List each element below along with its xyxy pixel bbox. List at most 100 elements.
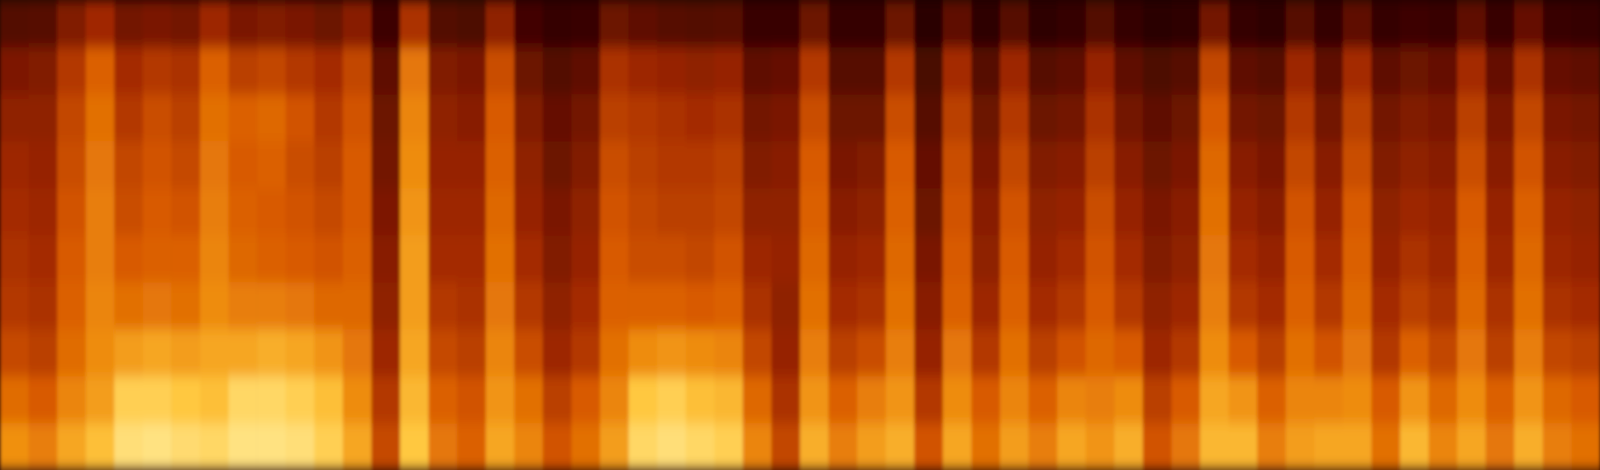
cell [200, 94, 229, 142]
cell [28, 141, 58, 189]
cell [628, 46, 658, 95]
cell [371, 282, 401, 330]
cell [1028, 187, 1058, 236]
cell [200, 187, 229, 236]
cell [999, 328, 1029, 377]
cell [1028, 235, 1058, 283]
cell [1371, 0, 1400, 48]
cell [1543, 375, 1572, 424]
cell [1199, 187, 1229, 236]
cell [457, 328, 486, 377]
cell [1485, 282, 1515, 330]
cell [1543, 141, 1572, 189]
cell [1257, 46, 1287, 95]
cell [314, 94, 344, 142]
cell [885, 46, 915, 95]
cell [1314, 328, 1343, 377]
cell [1228, 328, 1258, 377]
cell [1457, 94, 1487, 142]
cell [942, 328, 972, 377]
cell [999, 423, 1029, 470]
cell [600, 46, 629, 95]
cell [114, 94, 144, 142]
cell [1457, 235, 1487, 283]
cell [28, 0, 58, 48]
cell [257, 423, 286, 470]
cell [714, 282, 743, 330]
cell [771, 235, 801, 283]
cell [0, 0, 29, 48]
cell [457, 94, 486, 142]
cell [142, 235, 172, 283]
cell [285, 375, 315, 424]
cell [171, 375, 201, 424]
cell [400, 423, 429, 470]
cell [1285, 94, 1315, 142]
cell [914, 328, 943, 377]
cell [600, 0, 629, 48]
cell [800, 141, 829, 189]
cell [542, 141, 572, 189]
cell [428, 375, 458, 424]
cell [28, 187, 58, 236]
cell [114, 282, 144, 330]
cell [1085, 46, 1115, 95]
cell [285, 328, 315, 377]
cell [1199, 94, 1229, 142]
cell [999, 375, 1029, 424]
cell [1142, 375, 1172, 424]
cell [1428, 94, 1458, 142]
cell [1485, 235, 1515, 283]
cell [628, 423, 658, 470]
cell [1485, 328, 1515, 377]
cell [571, 187, 601, 236]
cell [371, 141, 401, 189]
cell [1571, 423, 1600, 470]
cell [1371, 235, 1400, 283]
cell [1228, 375, 1258, 424]
cell [1085, 282, 1115, 330]
cell [56, 423, 86, 470]
cell [1371, 94, 1400, 142]
cell [828, 375, 858, 424]
cell [200, 328, 229, 377]
cell [285, 282, 315, 330]
cell [485, 46, 515, 95]
cell [342, 141, 372, 189]
cell [200, 0, 229, 48]
cell [1257, 94, 1287, 142]
cell [628, 375, 658, 424]
cell [1285, 187, 1315, 236]
cell [1028, 328, 1058, 377]
cell [999, 0, 1029, 48]
cell [1285, 0, 1315, 48]
cell [1199, 46, 1229, 95]
cell [657, 328, 686, 377]
cell [228, 0, 258, 48]
cell [457, 282, 486, 330]
cell [600, 235, 629, 283]
cell [485, 282, 515, 330]
cell [914, 0, 943, 48]
cell [1285, 141, 1315, 189]
cell [771, 0, 801, 48]
cell [571, 375, 601, 424]
cell [1028, 375, 1058, 424]
cell [1457, 282, 1487, 330]
cell [1399, 187, 1429, 236]
cell [171, 0, 201, 48]
cell [1285, 282, 1315, 330]
cell [600, 423, 629, 470]
cell [56, 235, 86, 283]
cell [1399, 328, 1429, 377]
cell [800, 187, 829, 236]
cell [1171, 94, 1201, 142]
cell [1085, 328, 1115, 377]
cell [1485, 187, 1515, 236]
cell [171, 187, 201, 236]
cell [1399, 141, 1429, 189]
cell [1142, 46, 1172, 95]
cell [685, 187, 715, 236]
cell [1085, 187, 1115, 236]
cell [714, 46, 743, 95]
